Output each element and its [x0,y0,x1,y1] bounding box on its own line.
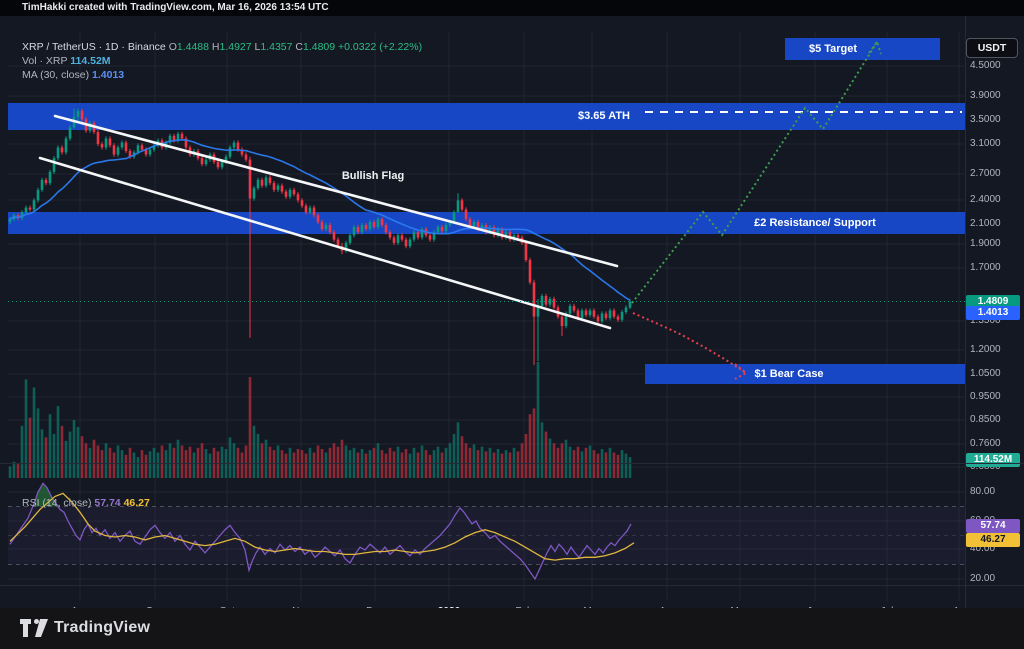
pane-separator[interactable] [0,463,1024,464]
rsi-value: 57.74 [94,497,121,509]
time-axis-separator [0,585,1024,586]
price-tick-label: 2.1000 [970,218,1001,229]
chart-canvas [8,32,965,601]
bear-band-label: $1 Bear Case [754,368,824,380]
last-price-badge: 1.4809 [966,295,1020,309]
symbol-row: XRP / TetherUS · 1D · Binance O1.4488 H1… [22,40,422,54]
price-tick-label: 4.5000 [970,60,1001,71]
rsi-legend[interactable]: RSI (14, close) 57.74 46.27 [22,497,150,509]
volume-value-badge: 114.52M [966,453,1020,467]
price-tick-label: 1.9000 [970,238,1001,249]
ath-band-label: $3.65 ATH [578,110,630,122]
volume-label: Vol · XRP [22,55,68,67]
footer-bar: TradingView [0,608,1024,649]
symbol-legend[interactable]: XRP / TetherUS · 1D · Binance O1.4488 H1… [22,40,422,82]
price-tick-label: 3.1000 [970,138,1001,149]
attribution-bar: TimHakki created with TradingView.com, M… [0,0,1024,16]
price-tick-label: 20.00 [970,573,996,584]
ma-label: MA (30, close) [22,69,90,81]
price-tick-label: 2.4000 [970,194,1001,205]
rsi-ma-value-badge: 46.27 [966,533,1020,547]
rsi-ma-value: 46.27 [123,497,150,509]
price-tick-label: 3.5000 [970,114,1001,125]
rsi-label: RSI (14, close) [22,497,92,509]
volume-row: Vol · XRP 114.52M [22,54,422,68]
rsi-value-badge: 57.74 [966,519,1020,533]
price-tick-label: 80.00 [970,486,996,497]
tradingview-wordmark[interactable]: TradingView [54,619,151,636]
price-tick-label: 2.7000 [970,168,1001,179]
tradingview-logo-icon[interactable] [20,619,48,638]
price-tick-label: 40.00 [970,543,996,554]
price-tick-label: 1.7000 [970,262,1001,273]
chart-area[interactable]: $3.65 ATH £2 Resistance/ Support $1 Bear… [0,16,1024,617]
ma-value: 1.4013 [92,69,125,81]
price-tick-label: 1.0500 [970,368,1001,379]
price-tick-label: 0.7600 [970,438,1001,449]
volume-value: 114.52M [70,55,111,67]
ma-value-badge: 1.4013 [966,306,1020,320]
bullish-flag-label: Bullish Flag [341,170,405,182]
price-tick-label: 0.9500 [970,391,1001,402]
target-box-label: $5 Target [808,43,858,55]
price-tick-label: 0.8500 [970,414,1001,425]
ma-row: MA (30, close) 1.4013 [22,68,422,82]
currency-toggle-button[interactable]: USDT [966,38,1018,58]
price-axis-separator [965,16,966,608]
attribution-text: TimHakki created with TradingView.com, M… [22,2,329,13]
resistance-band-label: £2 Resistance/ Support [754,217,876,229]
price-tick-label: 1.3500 [970,315,1001,326]
price-tick-label: 1.2000 [970,344,1001,355]
ohlc-values: O1.4488 H1.4927 L1.4357 C1.4809 +0.0322 … [168,41,423,53]
price-tick-label: 3.9000 [970,90,1001,101]
symbol-title: XRP / TetherUS · 1D · Binance [22,41,166,53]
